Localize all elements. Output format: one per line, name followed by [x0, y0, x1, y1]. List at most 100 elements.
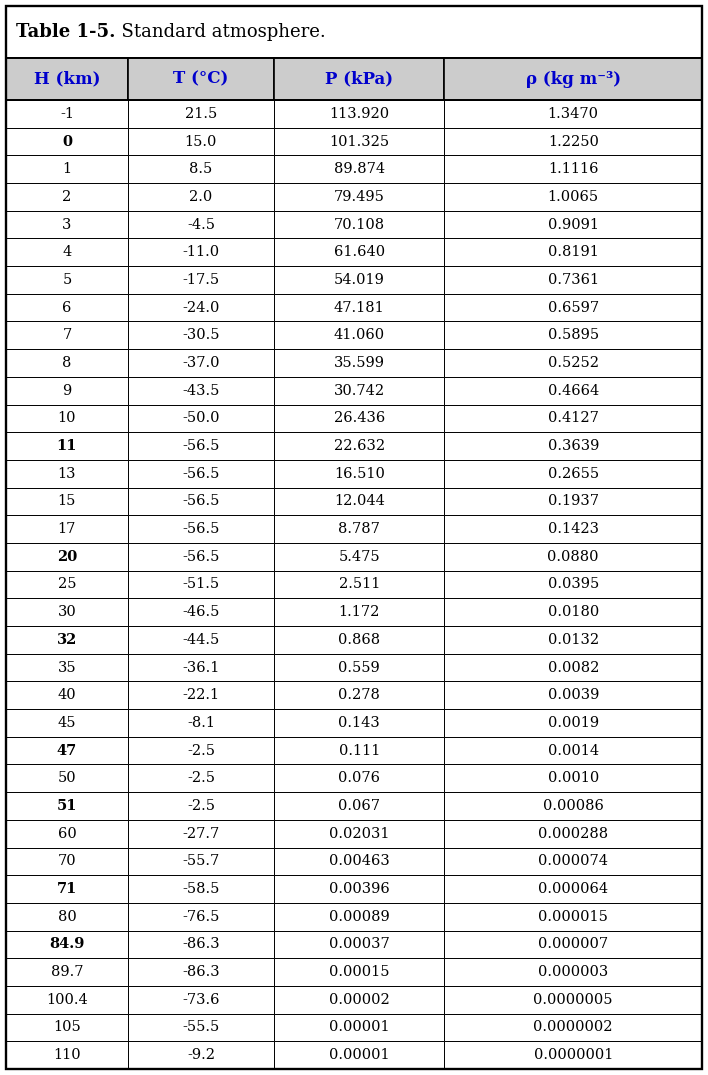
Bar: [274, 239, 445, 267]
Text: -56.5: -56.5: [182, 549, 219, 563]
Text: 35: 35: [57, 660, 76, 674]
Text: Standard atmosphere.: Standard atmosphere.: [110, 23, 326, 41]
Bar: [274, 515, 445, 543]
Bar: [6, 626, 128, 654]
Text: 0.000288: 0.000288: [538, 827, 608, 841]
Text: 9: 9: [62, 384, 72, 398]
Text: 0.00086: 0.00086: [543, 799, 604, 813]
Text: 0.6597: 0.6597: [548, 301, 599, 315]
Bar: [6, 488, 128, 515]
Text: 2.0: 2.0: [189, 190, 212, 204]
Bar: [6, 736, 128, 764]
Text: -24.0: -24.0: [182, 301, 219, 315]
Text: -46.5: -46.5: [182, 605, 219, 619]
Text: 0.278: 0.278: [338, 688, 380, 702]
Text: T (°C): T (°C): [173, 71, 229, 87]
Bar: [445, 931, 702, 958]
Text: 15.0: 15.0: [185, 134, 217, 148]
Bar: [274, 903, 445, 931]
Bar: [274, 931, 445, 958]
Bar: [274, 847, 445, 875]
Bar: [445, 682, 702, 710]
Text: -86.3: -86.3: [182, 965, 219, 979]
Bar: [445, 432, 702, 460]
Bar: [445, 377, 702, 404]
Bar: [445, 404, 702, 432]
Bar: [128, 792, 274, 820]
Text: 61.640: 61.640: [333, 245, 384, 259]
Bar: [274, 460, 445, 488]
Text: 16.510: 16.510: [333, 467, 384, 481]
Bar: [445, 488, 702, 515]
Text: 0.0180: 0.0180: [547, 605, 599, 619]
Text: 5: 5: [62, 273, 72, 287]
Text: 0.4664: 0.4664: [547, 384, 599, 398]
Text: 0.0082: 0.0082: [547, 660, 599, 674]
Bar: [445, 156, 702, 183]
Text: 100.4: 100.4: [46, 993, 88, 1007]
Text: 0.868: 0.868: [338, 633, 380, 647]
Bar: [6, 128, 128, 156]
Text: 1.0065: 1.0065: [548, 190, 599, 204]
Bar: [6, 6, 702, 58]
Text: 113.920: 113.920: [329, 106, 389, 120]
Text: 0.00463: 0.00463: [329, 855, 389, 869]
Bar: [445, 792, 702, 820]
Text: 1.1116: 1.1116: [548, 162, 598, 176]
Text: 20: 20: [57, 549, 77, 563]
Text: 0.0000001: 0.0000001: [534, 1048, 613, 1062]
Bar: [274, 1042, 445, 1069]
Bar: [274, 1014, 445, 1042]
Bar: [274, 792, 445, 820]
Text: 3: 3: [62, 217, 72, 231]
Text: 71: 71: [57, 883, 77, 897]
Bar: [6, 267, 128, 293]
Text: -51.5: -51.5: [183, 577, 219, 591]
Text: 105: 105: [53, 1020, 81, 1034]
Bar: [445, 986, 702, 1014]
Bar: [6, 599, 128, 626]
Bar: [6, 515, 128, 543]
Bar: [6, 1042, 128, 1069]
Text: 15: 15: [58, 494, 76, 508]
Bar: [128, 267, 274, 293]
Text: -9.2: -9.2: [187, 1048, 215, 1062]
Bar: [274, 736, 445, 764]
Text: 11: 11: [57, 439, 77, 453]
Bar: [6, 321, 128, 349]
Bar: [274, 488, 445, 515]
Bar: [445, 736, 702, 764]
Text: 0.0395: 0.0395: [547, 577, 599, 591]
Bar: [128, 211, 274, 239]
Bar: [445, 1042, 702, 1069]
Bar: [445, 710, 702, 736]
Bar: [128, 736, 274, 764]
Text: 5.475: 5.475: [338, 549, 380, 563]
Text: 0.9091: 0.9091: [548, 217, 599, 231]
Bar: [6, 239, 128, 267]
Bar: [128, 156, 274, 183]
Bar: [445, 321, 702, 349]
Text: 22.632: 22.632: [333, 439, 384, 453]
Bar: [6, 183, 128, 211]
Text: 0.1423: 0.1423: [548, 522, 599, 536]
Text: 84.9: 84.9: [50, 937, 84, 951]
Text: 45: 45: [57, 716, 76, 730]
Text: -37.0: -37.0: [182, 356, 219, 370]
Text: 0.0014: 0.0014: [548, 744, 599, 758]
Bar: [274, 571, 445, 599]
Bar: [274, 183, 445, 211]
Bar: [6, 710, 128, 736]
Bar: [6, 377, 128, 404]
Bar: [445, 460, 702, 488]
Text: -8.1: -8.1: [187, 716, 215, 730]
Bar: [128, 293, 274, 321]
Bar: [274, 820, 445, 847]
Text: 32: 32: [57, 633, 77, 647]
Text: -2.5: -2.5: [187, 771, 215, 786]
Bar: [128, 820, 274, 847]
Bar: [274, 100, 445, 128]
Bar: [128, 488, 274, 515]
Bar: [6, 654, 128, 682]
Text: 2.511: 2.511: [338, 577, 380, 591]
